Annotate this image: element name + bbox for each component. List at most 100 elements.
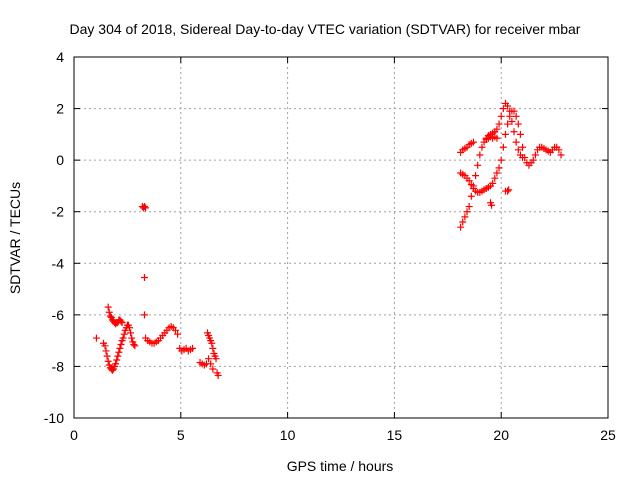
x-axis-label: GPS time / hours bbox=[287, 458, 394, 474]
data-point bbox=[491, 174, 499, 182]
data-point bbox=[465, 203, 473, 211]
data-point bbox=[488, 201, 496, 209]
data-point bbox=[505, 186, 513, 194]
data-point bbox=[461, 213, 469, 221]
data-point bbox=[209, 344, 217, 352]
x-tick-label: 10 bbox=[280, 427, 296, 443]
data-point bbox=[495, 120, 503, 128]
data-point bbox=[126, 324, 134, 332]
x-tick-label: 20 bbox=[493, 427, 509, 443]
data-point bbox=[128, 334, 136, 342]
y-tick-label: -4 bbox=[52, 255, 65, 271]
data-point bbox=[113, 356, 121, 364]
data-point bbox=[504, 102, 512, 110]
data-point bbox=[512, 112, 520, 120]
data-point bbox=[557, 151, 565, 159]
data-point bbox=[171, 326, 179, 334]
y-tick-label: -10 bbox=[44, 410, 64, 426]
data-point bbox=[189, 344, 197, 352]
data-point bbox=[214, 371, 222, 379]
data-point bbox=[114, 352, 122, 360]
data-point bbox=[497, 156, 505, 164]
x-tick-label: 15 bbox=[387, 427, 403, 443]
data-point bbox=[493, 134, 501, 142]
data-point bbox=[140, 311, 148, 319]
data-point bbox=[465, 177, 473, 185]
data-point bbox=[519, 143, 527, 151]
data-point bbox=[209, 365, 217, 373]
data-point bbox=[142, 204, 150, 212]
y-axis-label: SDTVAR / TECUs bbox=[7, 182, 23, 294]
data-point bbox=[207, 360, 215, 368]
data-point bbox=[469, 138, 477, 146]
data-point bbox=[102, 347, 110, 355]
data-point bbox=[516, 130, 524, 138]
data-point bbox=[174, 330, 182, 338]
data-point bbox=[474, 161, 482, 169]
data-point bbox=[497, 112, 505, 120]
data-point bbox=[131, 342, 139, 350]
data-point bbox=[499, 143, 507, 151]
data-point bbox=[116, 344, 124, 352]
data-point bbox=[119, 334, 127, 342]
data-point bbox=[459, 218, 467, 226]
data-point bbox=[106, 312, 114, 320]
data-point bbox=[130, 341, 138, 349]
data-points bbox=[92, 99, 565, 379]
data-point bbox=[105, 308, 113, 316]
plot-frame bbox=[73, 56, 609, 419]
y-tick-label: -2 bbox=[52, 204, 65, 220]
data-point bbox=[112, 360, 120, 368]
data-point bbox=[457, 223, 465, 231]
y-tick-label: -8 bbox=[52, 358, 65, 374]
data-point bbox=[495, 164, 503, 172]
data-point bbox=[501, 130, 509, 138]
data-point bbox=[519, 154, 527, 162]
data-point bbox=[529, 156, 537, 164]
data-point bbox=[140, 273, 148, 281]
y-tick-label: 4 bbox=[56, 49, 64, 65]
data-point bbox=[205, 355, 213, 363]
data-point bbox=[469, 182, 477, 190]
data-point bbox=[508, 117, 516, 125]
data-point bbox=[140, 203, 148, 211]
data-point bbox=[127, 329, 135, 337]
data-point bbox=[117, 341, 125, 349]
data-point bbox=[104, 357, 112, 365]
x-tick-label: 0 bbox=[70, 427, 78, 443]
data-point bbox=[512, 138, 520, 146]
data-point bbox=[118, 319, 126, 327]
data-point bbox=[212, 355, 220, 363]
data-point bbox=[514, 146, 522, 154]
data-point bbox=[514, 120, 522, 128]
data-point bbox=[472, 172, 480, 180]
data-point bbox=[467, 192, 475, 200]
data-point bbox=[531, 151, 539, 159]
x-tick-label: 5 bbox=[177, 427, 185, 443]
data-point bbox=[117, 317, 125, 325]
x-tick-label: 25 bbox=[600, 427, 616, 443]
data-point bbox=[476, 151, 484, 159]
data-point bbox=[493, 125, 501, 133]
data-point bbox=[101, 342, 109, 350]
data-point bbox=[108, 366, 116, 374]
y-tick-label: -6 bbox=[52, 307, 65, 323]
data-point bbox=[92, 334, 100, 342]
y-tick-label: 0 bbox=[56, 152, 64, 168]
data-point bbox=[115, 348, 123, 356]
data-point bbox=[493, 169, 501, 177]
data-point bbox=[478, 143, 486, 151]
data-point bbox=[504, 120, 512, 128]
data-point bbox=[103, 352, 111, 360]
y-tick-label: 2 bbox=[56, 101, 64, 117]
data-point bbox=[208, 339, 216, 347]
data-point bbox=[489, 179, 497, 187]
data-point bbox=[555, 146, 563, 154]
data-point bbox=[104, 303, 112, 311]
data-point bbox=[463, 208, 471, 216]
data-point bbox=[506, 107, 514, 115]
data-point bbox=[120, 330, 128, 338]
